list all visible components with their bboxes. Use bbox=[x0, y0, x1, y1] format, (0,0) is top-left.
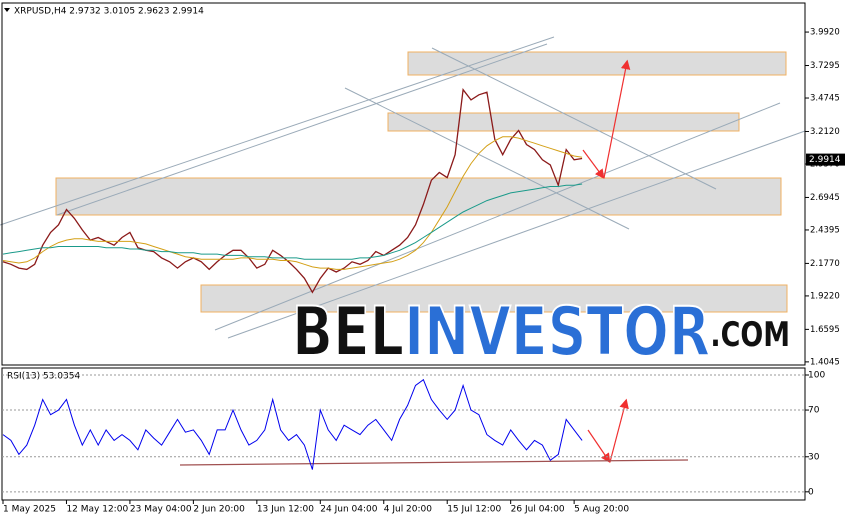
arrow bbox=[582, 149, 605, 179]
rsi-trend-line bbox=[179, 459, 689, 466]
price-panel-frame bbox=[1, 2, 806, 366]
trend-line bbox=[0, 36, 555, 226]
x-tick-label: 24 Jun 04:00 bbox=[320, 505, 377, 515]
y-tick-label: 70 bbox=[808, 406, 820, 416]
y-tick-label: 3.7295 bbox=[810, 61, 840, 71]
zone bbox=[387, 112, 740, 132]
y-tick-label: 2.1770 bbox=[810, 259, 840, 269]
y-tick-label: 3.2120 bbox=[810, 127, 840, 137]
x-tick-label: 2 Jun 20:00 bbox=[193, 505, 245, 515]
y-tick-label: 2.4395 bbox=[810, 225, 840, 235]
x-tick-label: 1 May 2025 bbox=[3, 505, 56, 515]
y-tick-label: 1.4045 bbox=[810, 357, 840, 367]
trend-lines bbox=[0, 36, 806, 339]
series-line bbox=[2, 378, 583, 470]
watermark-part: INVESTOR bbox=[404, 293, 710, 372]
watermark-part: .COM bbox=[710, 315, 790, 355]
arrows bbox=[582, 59, 631, 463]
x-tick-label: 4 Jul 20:00 bbox=[384, 505, 433, 515]
y-tick-label: 30 bbox=[808, 452, 820, 462]
arrow bbox=[609, 398, 629, 463]
y-tick-label: 2.6945 bbox=[810, 193, 840, 203]
last-price-label: 2.9914 bbox=[809, 155, 841, 165]
watermark: BELINVESTOR.COM bbox=[291, 292, 790, 373]
trend-line bbox=[214, 102, 781, 331]
last-price-box bbox=[806, 153, 845, 166]
x-tick-label: 26 Jul 04:00 bbox=[511, 505, 565, 515]
y-tick-label: 3.4745 bbox=[810, 94, 840, 104]
watermark-text: BELINVESTOR.COM bbox=[292, 293, 790, 372]
trend-line bbox=[227, 130, 806, 339]
title-icon bbox=[4, 8, 10, 12]
watermark-part: BEL bbox=[292, 293, 404, 372]
arrow bbox=[587, 429, 611, 463]
x-tick-label: 23 May 04:00 bbox=[130, 505, 192, 515]
zone bbox=[55, 177, 782, 216]
y-tick-label: 1.9220 bbox=[810, 291, 840, 301]
x-tick-label: 12 May 12:00 bbox=[66, 505, 128, 515]
chart-title: XRPUSD,H4 2.9732 3.0105 2.9623 2.9914 bbox=[14, 7, 204, 17]
x-tick-label: 13 Jun 12:00 bbox=[257, 505, 314, 515]
zone bbox=[407, 51, 787, 76]
series-line bbox=[2, 88, 583, 294]
series-line bbox=[2, 183, 583, 260]
arrow bbox=[603, 59, 631, 179]
x-tick-label: 5 Aug 20:00 bbox=[574, 505, 629, 515]
trend-line bbox=[344, 87, 630, 230]
y-tick-label: 100 bbox=[808, 371, 825, 381]
y-tick-label: 1.6595 bbox=[810, 325, 840, 335]
zone bbox=[200, 284, 788, 313]
trend-line bbox=[431, 47, 717, 190]
zones bbox=[55, 51, 788, 313]
rsi-panel-frame bbox=[1, 367, 806, 501]
x-tick-label: 15 Jul 12:00 bbox=[447, 505, 501, 515]
rsi-title: RSI(13) 53.0354 bbox=[7, 372, 80, 382]
y-tick-label: 3.9920 bbox=[810, 28, 840, 38]
trend-line bbox=[56, 43, 548, 216]
series-line bbox=[2, 136, 583, 270]
y-tick-label: 0 bbox=[808, 487, 814, 497]
